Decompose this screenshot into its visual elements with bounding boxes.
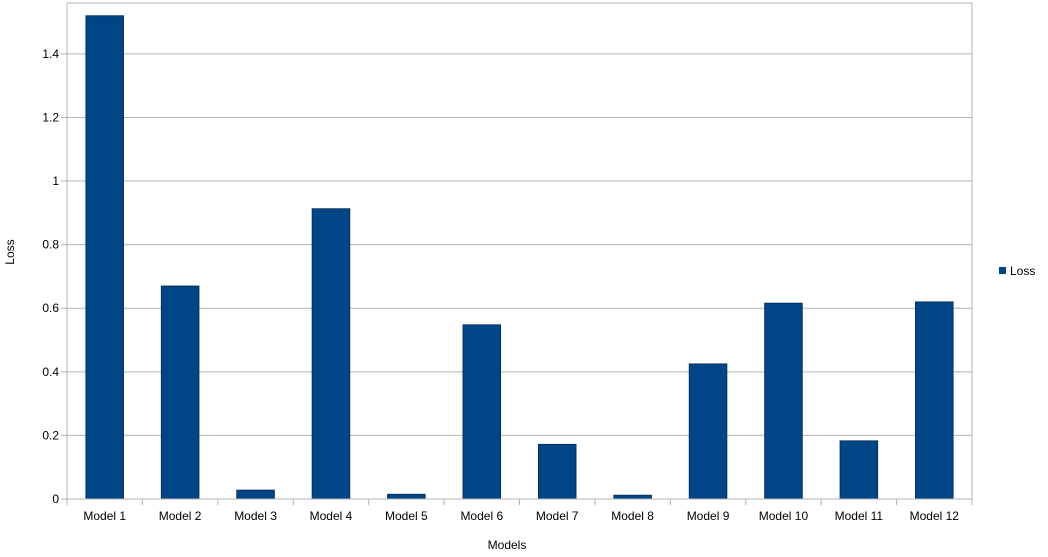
x-tick-label: Model 4	[310, 509, 353, 523]
y-tick-label: 0.6	[42, 301, 59, 315]
y-axis-title: Loss	[3, 239, 17, 264]
legend-swatch-loss	[999, 267, 1006, 274]
x-tick-label: Model 1	[83, 509, 126, 523]
bar	[236, 489, 275, 500]
y-tick-label: 0	[52, 492, 59, 506]
bar	[915, 301, 954, 500]
bar	[764, 302, 803, 500]
bar	[613, 494, 652, 500]
bar	[462, 324, 502, 500]
axes	[66, 2, 973, 500]
x-tick-label: Model 5	[385, 509, 428, 523]
y-tick-label: 0.2	[42, 428, 59, 442]
x-tick-label: Model 6	[460, 509, 503, 523]
x-tick-label: Model 12	[910, 509, 960, 523]
x-tick-label: Model 7	[536, 509, 579, 523]
bar	[160, 285, 200, 500]
bar	[311, 208, 351, 500]
x-tick-label: Model 2	[159, 509, 202, 523]
bar	[839, 440, 879, 500]
x-tick-labels: Model 1 Model 2 Model 3 Model 4 Model 5 Model…	[66, 499, 973, 523]
x-axis-title: Models	[488, 538, 527, 552]
bars	[85, 15, 954, 500]
x-tick-label: Model 9	[687, 509, 730, 523]
legend: Loss	[999, 264, 1035, 278]
x-tick-label: Model 10	[759, 509, 809, 523]
bar	[85, 15, 124, 500]
y-tick-label: 1.4	[42, 47, 59, 61]
y-tick-labels: 0 0.2 0.4 0.6 0.8 1 1.2 1.4	[42, 47, 59, 506]
gridlines	[61, 53, 972, 500]
x-tick-label: Model 8	[611, 509, 654, 523]
x-tick-label: Model 11	[835, 509, 884, 523]
x-tick-label: Model 3	[234, 509, 277, 523]
y-tick-label: 0.4	[42, 365, 59, 379]
bar	[537, 443, 577, 500]
y-tick-label: 0.8	[42, 238, 59, 252]
legend-label-loss: Loss	[1010, 264, 1035, 278]
bar	[387, 493, 426, 500]
y-tick-label: 1	[52, 174, 59, 188]
y-tick-label: 1.2	[42, 110, 59, 124]
bar	[688, 363, 728, 500]
